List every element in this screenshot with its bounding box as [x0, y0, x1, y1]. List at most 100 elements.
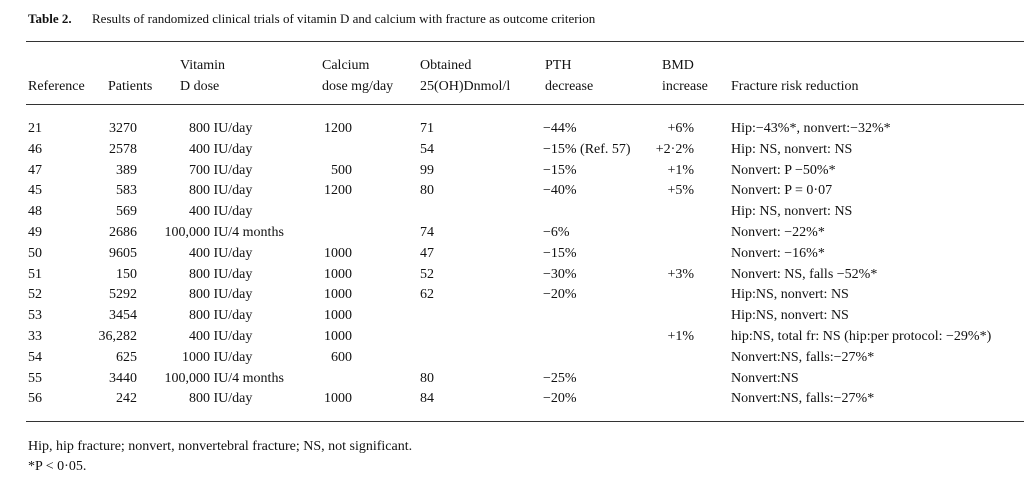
fracture-risk-reduction-cell: Hip:NS, nonvert: NS — [731, 287, 849, 303]
bmd-increase-cell: +1% — [667, 162, 694, 178]
vitamin-d-dose-cell: 100,000 IU/4 months — [164, 370, 284, 386]
reference-cell: 49 — [28, 225, 42, 240]
column-header: PTH — [545, 58, 572, 73]
fracture-risk-reduction-cell: Hip: NS, nonvert: NS — [731, 204, 853, 220]
pth-decrease-cell: −44% — [543, 121, 577, 136]
vitamin-d-dose-cell: 800 IU/day — [189, 308, 253, 324]
footnote: *P < 0·05. — [28, 459, 87, 474]
patients-cell: 569 — [116, 204, 137, 220]
calcium-dose-cell: 1000 — [324, 266, 352, 282]
column-header: Reference — [28, 79, 85, 94]
caption-text: Results of randomized clinical trials of… — [92, 11, 596, 26]
obtained-25ohd-cell: 62 — [420, 287, 434, 303]
vitamin-d-dose-cell: 400 IU/day — [189, 204, 253, 220]
calcium-dose-cell: 1200 — [324, 183, 352, 199]
calcium-dose-cell: 1000 — [324, 308, 352, 324]
reference-cell: 33 — [28, 329, 42, 344]
patients-cell: 3454 — [109, 308, 137, 324]
reference-cell: 48 — [28, 204, 42, 220]
fracture-risk-reduction-cell: Nonvert: NS, falls −52%* — [731, 266, 878, 282]
reference-cell: 21 — [28, 121, 42, 136]
fracture-risk-reduction-cell: Hip:NS, nonvert: NS — [731, 308, 849, 324]
reference-cell: 51 — [28, 266, 42, 282]
vitamin-d-dose-cell: 700 IU/day — [189, 162, 253, 178]
calcium-dose-cell: 1000 — [324, 287, 352, 303]
bottom-rule — [26, 421, 1024, 422]
patients-cell: 2578 — [109, 141, 137, 157]
obtained-25ohd-cell: 71 — [420, 121, 434, 136]
patients-cell: 150 — [116, 266, 137, 282]
vitamin-d-dose-cell: 400 IU/day — [189, 141, 253, 157]
calcium-dose-cell: 600 — [331, 349, 352, 365]
vitamin-d-dose-cell: 800 IU/day — [189, 287, 253, 303]
bmd-increase-cell: +3% — [667, 266, 694, 282]
reference-cell: 52 — [28, 287, 42, 303]
pth-decrease-cell: −20% — [543, 391, 577, 407]
reference-cell: 53 — [28, 308, 42, 324]
patients-cell: 36,282 — [98, 329, 138, 344]
column-header: Patients — [108, 79, 153, 94]
fracture-risk-reduction-cell: Nonvert: P = 0·07 — [731, 183, 833, 199]
pth-decrease-cell: −6% — [543, 225, 570, 240]
patients-cell: 2686 — [109, 225, 137, 240]
patients-cell: 625 — [116, 349, 137, 365]
header-rule — [26, 104, 1024, 105]
reference-cell: 55 — [28, 370, 42, 386]
patients-cell: 242 — [116, 391, 137, 407]
obtained-25ohd-cell: 74 — [420, 225, 434, 240]
patients-cell: 3440 — [109, 370, 137, 386]
obtained-25ohd-cell: 47 — [420, 245, 434, 261]
pth-decrease-cell: −15% — [543, 245, 577, 261]
vitamin-d-dose-cell: 1000 IU/day — [182, 349, 253, 365]
footnote: Hip, hip fracture; nonvert, nonvertebral… — [28, 439, 413, 454]
column-header: Vitamin — [180, 58, 226, 73]
calcium-dose-cell: 1000 — [324, 391, 352, 407]
obtained-25ohd-cell: 80 — [420, 370, 434, 386]
pth-decrease-cell: −15% — [543, 162, 577, 178]
calcium-dose-cell: 1000 — [324, 245, 352, 261]
calcium-dose-cell: 1200 — [324, 121, 352, 136]
patients-cell: 583 — [116, 183, 137, 199]
patients-cell: 389 — [116, 162, 137, 178]
fracture-risk-reduction-cell: Nonvert: P −50%* — [731, 162, 836, 178]
fracture-risk-reduction-cell: Nonvert: −22%* — [731, 225, 825, 240]
column-header: BMD — [662, 58, 694, 73]
fracture-risk-reduction-cell: Nonvert: −16%* — [731, 245, 825, 261]
column-header: D dose — [180, 79, 220, 94]
reference-cell: 54 — [28, 349, 42, 365]
reference-cell: 46 — [28, 141, 42, 157]
bmd-increase-cell: +6% — [667, 121, 694, 136]
vitamin-d-dose-cell: 800 IU/day — [189, 121, 253, 136]
reference-cell: 50 — [28, 245, 42, 261]
patients-cell: 5292 — [109, 287, 137, 303]
obtained-25ohd-cell: 84 — [420, 391, 434, 407]
fracture-risk-reduction-cell: Nonvert:NS — [731, 370, 799, 386]
column-header: Obtained — [420, 58, 472, 73]
bmd-increase-cell: +1% — [667, 329, 694, 344]
fracture-risk-reduction-cell: hip:NS, total fr: NS (hip:per protocol: … — [731, 329, 992, 344]
obtained-25ohd-cell: 54 — [420, 141, 434, 157]
calcium-dose-cell: 1000 — [324, 329, 352, 344]
calcium-dose-cell: 500 — [331, 162, 352, 178]
vitamin-d-dose-cell: 800 IU/day — [189, 183, 253, 199]
top-rule — [26, 41, 1024, 42]
bmd-increase-cell: +5% — [667, 183, 694, 199]
column-header: dose mg/day — [322, 79, 394, 94]
fracture-risk-reduction-cell: Nonvert:NS, falls:−27%* — [731, 349, 875, 365]
column-header: 25(OH)Dnmol/l — [420, 79, 511, 94]
reference-cell: 47 — [28, 162, 42, 178]
patients-cell: 3270 — [109, 121, 137, 136]
patients-cell: 9605 — [109, 245, 137, 261]
obtained-25ohd-cell: 80 — [420, 183, 434, 199]
vitamin-d-dose-cell: 800 IU/day — [189, 391, 253, 407]
pth-decrease-cell: −15% (Ref. 57) — [543, 141, 631, 157]
reference-cell: 56 — [28, 391, 42, 407]
bmd-increase-cell: +2·2% — [655, 141, 694, 157]
vitamin-d-dose-cell: 400 IU/day — [189, 245, 253, 261]
pth-decrease-cell: −25% — [543, 370, 577, 386]
vitamin-d-dose-cell: 100,000 IU/4 months — [164, 225, 284, 240]
column-header: Calcium — [322, 58, 370, 73]
fracture-risk-reduction-cell: Hip:−43%*, nonvert:−32%* — [731, 121, 891, 136]
fracture-risk-reduction-cell: Nonvert:NS, falls:−27%* — [731, 391, 875, 407]
